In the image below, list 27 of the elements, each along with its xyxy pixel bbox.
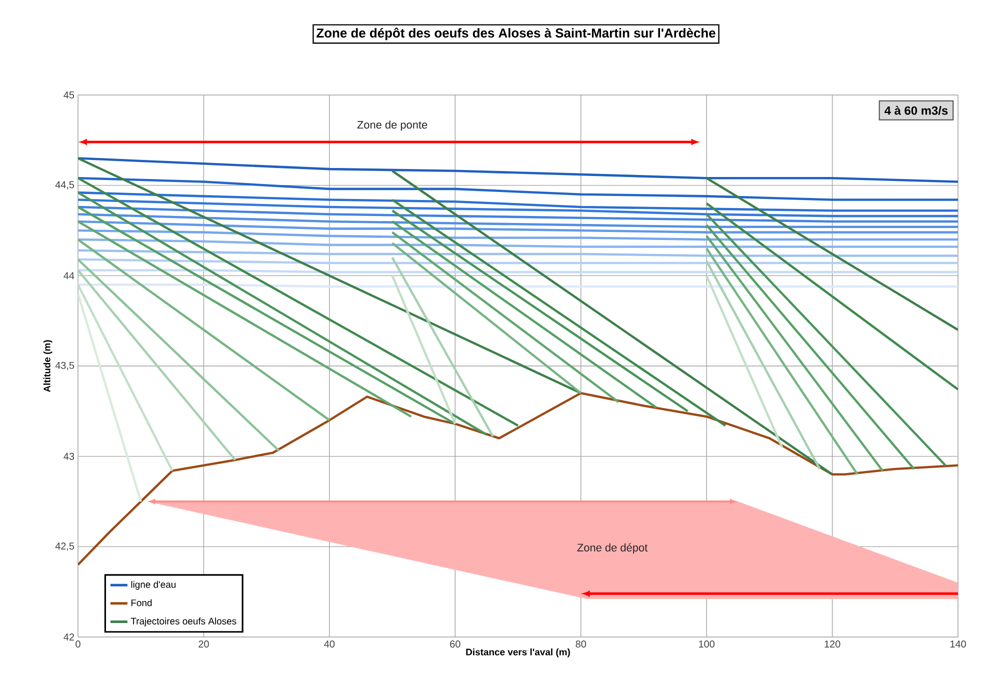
y-tick-label: 42,5 [55, 542, 74, 551]
y-tick-label: 43,5 [55, 362, 74, 370]
y-tick-label: 44 [64, 272, 74, 280]
x-tick-label: 120 [824, 640, 840, 648]
y-tick-label: 42 [64, 634, 74, 640]
x-tick-label: 60 [450, 640, 460, 648]
y-axis-title: Altitude (m) [43, 340, 52, 392]
annotation: 4 à 60 m3/s [884, 106, 948, 115]
line-series [78, 176, 958, 201]
annotation: Zone de ponte [357, 120, 428, 131]
x-tick-label: 40 [324, 640, 335, 648]
legend-label: Fond [131, 599, 152, 606]
legend-label: ligne d'eau [131, 580, 176, 590]
y-tick-label: 44,5 [55, 181, 74, 190]
y-tick-label: 45 [64, 92, 74, 98]
annotation: Zone de dépot [577, 543, 648, 554]
x-tick-label: 0 [76, 640, 80, 648]
x-tick-label: 100 [699, 640, 715, 648]
line-series [78, 392, 958, 566]
chart-title: Zone de dépôt des oeufs des Aloses à Saint-Martin sur l'Ardèche [316, 28, 716, 40]
x-axis-title: Distance vers l'aval (m) [466, 648, 570, 658]
y-tick-label: 43 [64, 452, 74, 460]
x-tick-label: 140 [950, 640, 966, 648]
x-tick-label: 80 [576, 640, 586, 648]
legend-label: Trajectoires oeufs Aloses [130, 618, 236, 626]
x-tick-label: 20 [198, 640, 209, 648]
line-series [78, 206, 958, 223]
